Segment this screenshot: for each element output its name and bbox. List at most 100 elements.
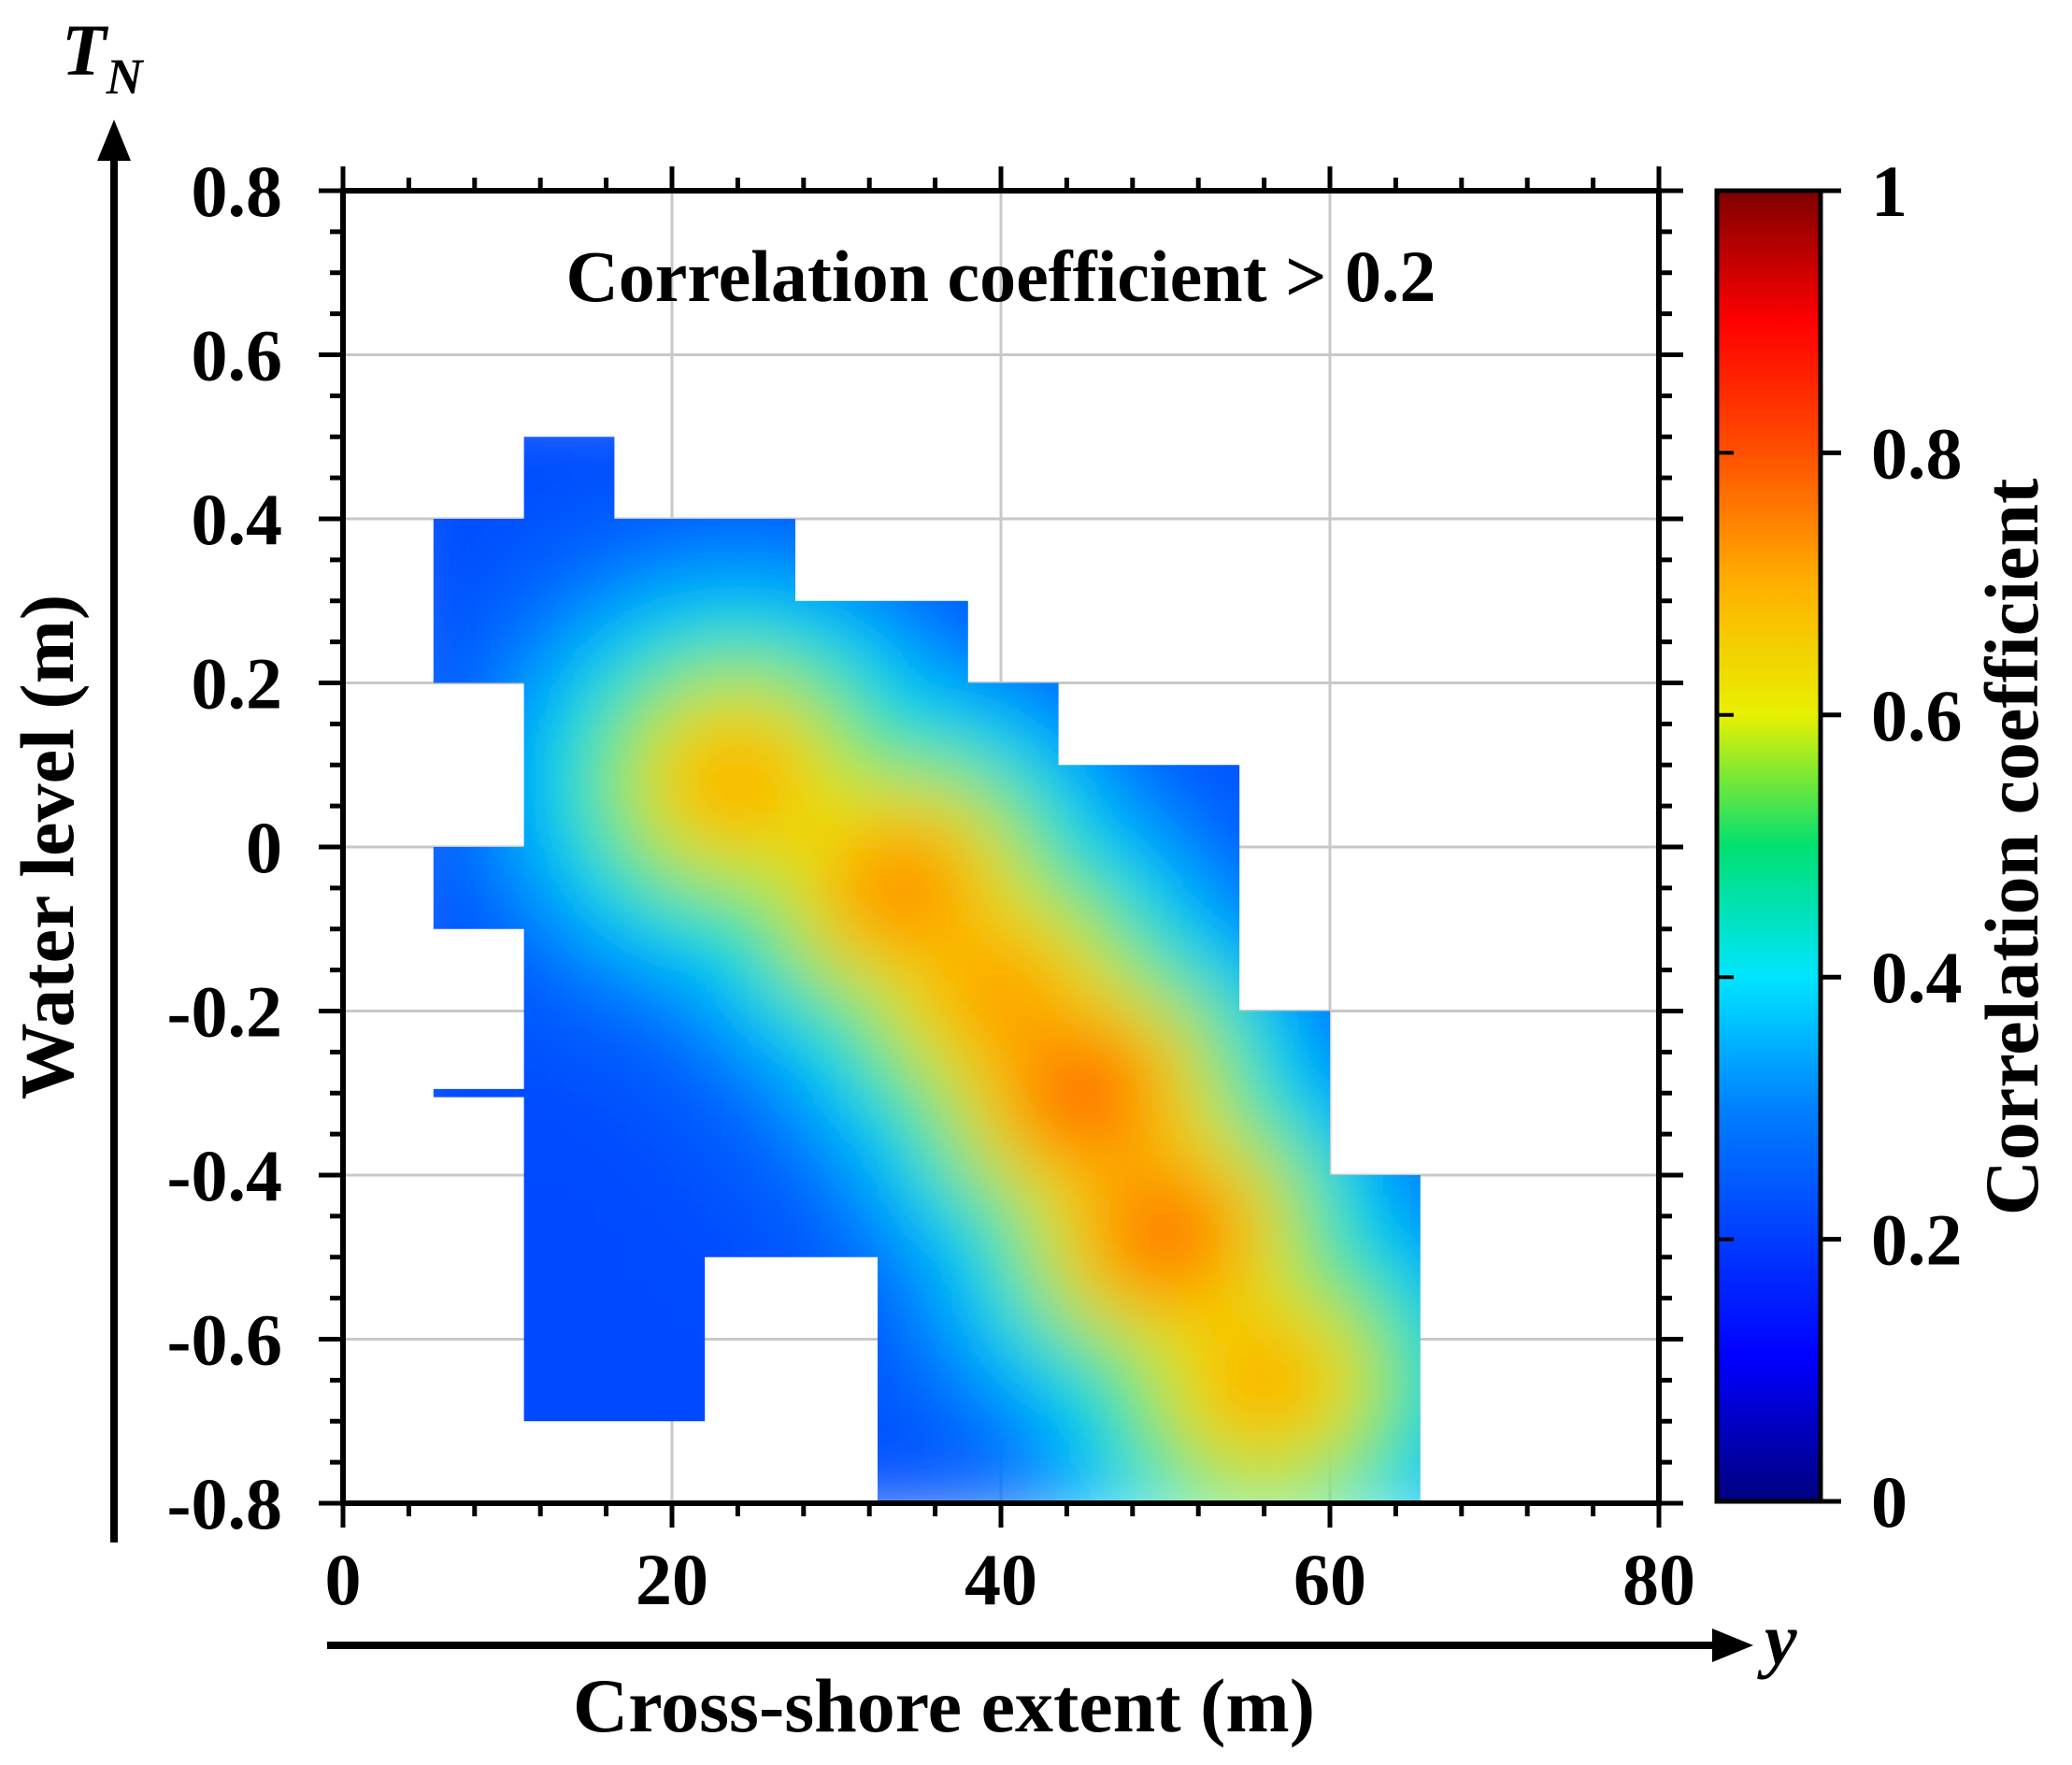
heatmap-cell [573,978,599,1004]
heatmap-cell [1363,1495,1389,1503]
heatmap-cell [622,1126,649,1152]
heatmap-cell [450,388,475,413]
heatmap-cell [967,1322,994,1349]
heatmap-cell [499,1421,525,1447]
heatmap-cell [1337,437,1365,463]
heatmap-cell [1462,1151,1487,1176]
heatmap-cell [1239,781,1265,808]
heatmap-cell [919,806,945,832]
heatmap-cell [770,904,796,930]
heatmap-cell [1363,1175,1389,1201]
heatmap-cell [1017,954,1043,980]
heatmap-cell [1017,1396,1043,1423]
heatmap-cell [1387,461,1413,487]
heatmap-cell [1289,559,1315,586]
heatmap-cell [1165,707,1192,734]
heatmap-cell [1387,1322,1413,1349]
heatmap-cell [1239,1027,1265,1054]
heatmap-cell [1387,609,1413,635]
heatmap-cell [647,954,673,980]
heatmap-cell [967,781,994,808]
heatmap-cell [696,1298,722,1324]
heatmap-cell [696,1371,722,1398]
heatmap-cell [820,437,846,463]
heatmap-cell [1190,1322,1216,1349]
heatmap-cell [1214,633,1241,660]
heatmap-cell [1017,633,1043,660]
heatmap-cell [549,904,575,930]
heatmap-cell [672,1175,698,1201]
heatmap-cell [573,1126,599,1152]
heatmap-cell [770,1027,796,1054]
heatmap-cell [647,1175,673,1201]
heatmap-cell [1140,633,1166,660]
heatmap-cell [401,1199,426,1225]
heatmap-cell [1091,1298,1118,1324]
heatmap-cell [573,904,599,930]
heatmap-cell [672,1126,698,1152]
heatmap-cell [523,1470,550,1497]
x-axis-arrow-head [1712,1629,1753,1662]
heatmap-cell [474,1298,501,1324]
heatmap-cell [499,756,525,782]
heatmap-cell [499,1101,525,1127]
heatmap-cell [499,1150,525,1176]
heatmap-cell [1289,1002,1315,1028]
heatmap-cell [1363,437,1389,438]
heatmap-cell [1190,559,1216,586]
heatmap-cell [1337,781,1365,808]
heatmap-cell [1165,806,1192,832]
heatmap-cell [401,1273,426,1299]
heatmap-cell [401,1249,426,1274]
heatmap-cell [1239,388,1265,413]
heatmap-cell [771,388,796,413]
heatmap-cell [1412,1101,1421,1127]
heatmap-cell [967,1421,994,1447]
heatmap-cell [1066,633,1093,660]
heatmap-cell [647,559,673,586]
heatmap-cell [770,1002,796,1028]
heatmap-cell [696,1175,722,1201]
heatmap-cell [573,1150,599,1176]
heatmap-cell [1412,485,1421,512]
heatmap-cell [721,1249,748,1275]
heatmap-cell [597,1076,624,1102]
heatmap-cell [1239,954,1265,980]
heatmap-cell [672,1470,698,1497]
heatmap-cell [376,904,401,929]
heatmap-cell [1289,1224,1315,1250]
heatmap-cell [795,1175,822,1201]
heatmap-cell [401,1175,426,1200]
heatmap-cell [1042,1175,1068,1201]
heatmap-cell [523,609,550,635]
heatmap-cell [433,535,451,561]
heatmap-cell [993,633,1019,660]
heatmap-cell [1337,1495,1365,1503]
heatmap-cell [1313,1371,1339,1398]
heatmap-cell [1412,1322,1421,1349]
heatmap-cell [573,1076,599,1102]
heatmap-cell [721,928,748,954]
heatmap-cell [647,584,673,610]
heatmap-cell [1091,1445,1118,1471]
heatmap-cell [746,388,771,413]
heatmap-cell [474,510,501,537]
heatmap-cell [622,978,649,1004]
heatmap-cell [1462,1126,1487,1151]
heatmap-cell [433,1396,451,1423]
heatmap-cell [696,1322,722,1349]
heatmap-cell [1412,388,1437,413]
heatmap-cell [499,806,525,832]
heatmap-cell [869,880,895,906]
heatmap-cell [597,806,624,832]
heatmap-cell [1165,978,1192,1004]
heatmap-cell [1190,1052,1216,1078]
heatmap-cell [499,388,524,413]
heatmap-cell [844,1396,871,1423]
heatmap-cell [820,682,846,709]
heatmap-cell [1190,830,1216,856]
heatmap-cell [844,1101,871,1127]
heatmap-cell [1313,1224,1339,1250]
heatmap-cell [746,584,772,610]
heatmap-cell [795,1027,822,1054]
